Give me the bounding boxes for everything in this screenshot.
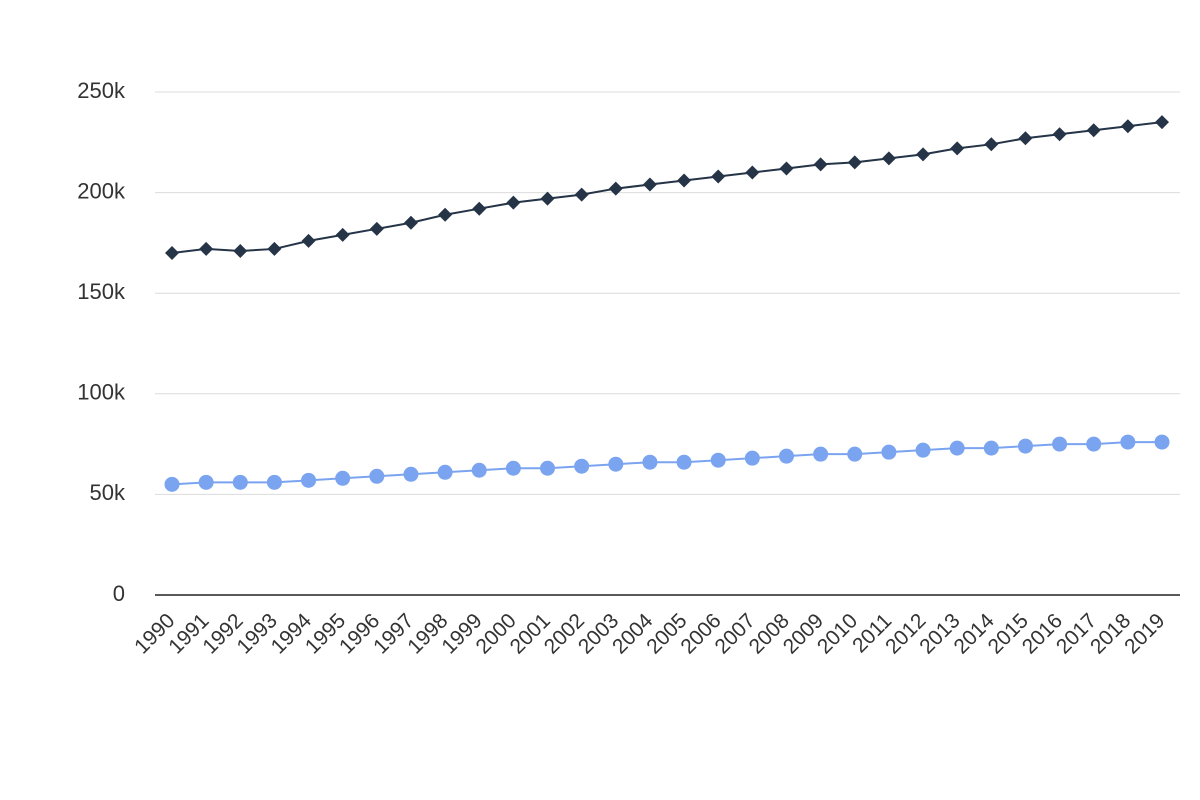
series-line: [171, 121, 1163, 254]
data-point: [983, 440, 999, 456]
data-point: [301, 233, 316, 248]
y-tick-label: 250k: [77, 78, 126, 103]
x-tick-label: 2019: [1120, 609, 1169, 658]
data-point: [1018, 131, 1033, 146]
y-tick-label: 0: [113, 581, 125, 606]
data-point: [1155, 115, 1169, 130]
data-point: [950, 141, 965, 156]
data-point: [233, 243, 248, 258]
data-point: [778, 448, 794, 464]
data-point: [1120, 434, 1136, 450]
data-point: [198, 474, 214, 490]
data-point: [642, 177, 657, 192]
data-point: [574, 187, 589, 202]
data-point: [472, 201, 487, 216]
data-point: [1052, 127, 1067, 142]
data-point: [847, 446, 863, 462]
data-point: [1052, 436, 1068, 452]
data-point: [232, 474, 248, 490]
data-point: [1120, 119, 1135, 134]
data-point: [506, 195, 521, 210]
data-point: [164, 476, 180, 492]
data-point: [915, 442, 931, 458]
data-point: [642, 454, 658, 470]
data-point: [574, 458, 590, 474]
data-point: [438, 207, 453, 222]
data-point: [677, 173, 692, 188]
data-point: [744, 450, 760, 466]
series-line: [171, 441, 1162, 486]
data-point: [710, 452, 726, 468]
data-point: [369, 468, 385, 484]
data-point: [335, 227, 350, 242]
data-point: [165, 245, 179, 260]
data-point: [847, 155, 862, 170]
data-point: [505, 460, 521, 476]
data-point: [608, 181, 623, 196]
data-point: [1086, 123, 1101, 138]
data-point: [1154, 434, 1170, 450]
data-point: [335, 470, 351, 486]
data-point: [676, 454, 692, 470]
data-point: [540, 460, 556, 476]
data-point: [949, 440, 965, 456]
data-point: [745, 165, 760, 180]
data-point: [267, 241, 282, 256]
data-point: [881, 151, 896, 166]
data-point: [779, 161, 794, 176]
data-point: [1017, 438, 1033, 454]
data-point: [608, 456, 624, 472]
y-tick-label: 100k: [77, 380, 126, 405]
data-point: [471, 462, 487, 478]
data-point: [437, 464, 453, 480]
data-point: [984, 137, 999, 152]
data-point: [813, 446, 829, 462]
data-point: [403, 466, 419, 482]
data-point: [266, 474, 282, 490]
data-point: [881, 444, 897, 460]
data-point: [916, 147, 931, 162]
data-point: [813, 157, 828, 172]
y-tick-label: 200k: [77, 178, 126, 203]
data-point: [301, 472, 317, 488]
data-point: [403, 215, 418, 230]
data-point: [540, 191, 555, 206]
data-point: [711, 169, 726, 184]
data-point: [369, 221, 384, 236]
data-point: [199, 241, 214, 256]
data-point: [1086, 436, 1102, 452]
y-tick-label: 50k: [90, 480, 126, 505]
y-tick-label: 150k: [77, 279, 126, 304]
